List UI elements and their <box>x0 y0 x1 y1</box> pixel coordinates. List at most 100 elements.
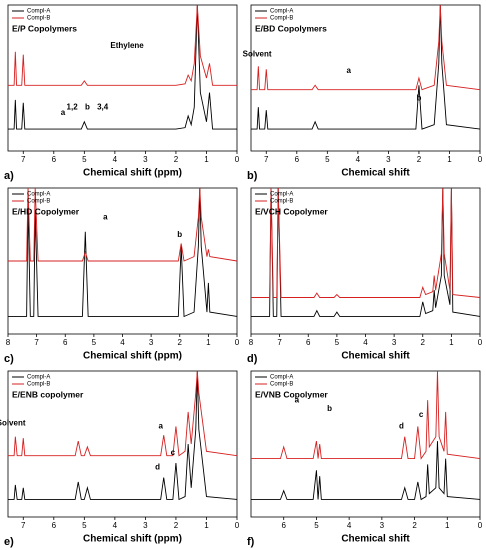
x-tick-label: 1 <box>445 521 450 530</box>
panel-title: E/VCH Copolymer <box>255 206 328 216</box>
annotation: a <box>61 108 66 117</box>
x-axis-label: Chemical shift (ppm) <box>83 351 182 362</box>
x-tick-label: 3 <box>386 155 391 164</box>
x-tick-label: 5 <box>92 338 97 347</box>
annotation: b <box>327 404 332 413</box>
x-tick-label: 8 <box>6 338 11 347</box>
legend-label: Compl-A <box>27 375 50 381</box>
panel: 8 7 6 5 4 3 2 1 0 Chemical shift d) Compl-ACompl-BE… <box>247 187 483 365</box>
x-tick-label: 3 <box>143 155 148 164</box>
legend-label: Compl-A <box>27 9 50 15</box>
annotation: Solvent <box>0 419 26 428</box>
x-tick-label: 5 <box>314 521 319 530</box>
annotation: a <box>346 66 351 75</box>
legend-label: Compl-B <box>27 382 50 388</box>
panel-label: c) <box>4 353 14 365</box>
annotation: b <box>416 94 421 103</box>
legend-label: Compl-B <box>27 199 50 205</box>
panel: 6 5 4 3 2 1 0 Chemical shift f) Compl-ACompl-BE/V… <box>247 370 483 548</box>
annotation: c <box>419 410 424 419</box>
legend-label: Compl-B <box>270 199 293 205</box>
x-tick-label: 3 <box>143 521 148 530</box>
x-axis-label: Chemical shift (ppm) <box>83 534 182 545</box>
x-tick-label: 4 <box>120 338 125 347</box>
annotation: d <box>155 462 160 471</box>
spectrum-line <box>8 370 238 457</box>
annotation: a <box>295 395 300 404</box>
x-axis-label: Chemical shift (ppm) <box>83 168 182 179</box>
spectrum-line <box>8 187 238 318</box>
x-tick-label: 2 <box>174 155 179 164</box>
panel-label: a) <box>4 170 14 182</box>
x-tick-label: 4 <box>356 155 361 164</box>
x-tick-label: 8 <box>249 338 254 347</box>
x-tick-label: 5 <box>82 155 87 164</box>
panel-label: e) <box>4 536 14 548</box>
annotation: a <box>158 422 163 431</box>
x-tick-label: 6 <box>52 155 57 164</box>
x-axis-label: Chemical shift <box>341 168 410 179</box>
x-tick-label: 4 <box>113 521 118 530</box>
legend-label: Compl-B <box>27 16 50 22</box>
x-tick-label: 2 <box>174 521 179 530</box>
x-tick-label: 0 <box>235 521 240 530</box>
x-tick-label: 1 <box>449 338 454 347</box>
legend-label: Compl-A <box>270 9 293 15</box>
panel-title: E/BD Copolymers <box>255 23 327 33</box>
x-tick-label: 5 <box>325 155 330 164</box>
x-tick-label: 5 <box>82 521 87 530</box>
spectrum-line <box>8 4 237 86</box>
plot-frame <box>250 4 481 152</box>
panel-title: E/HD Copolymer <box>12 206 80 216</box>
annotation: Ethylene <box>110 41 144 50</box>
annotation: Solvent <box>243 50 272 59</box>
x-tick-label: 7 <box>34 338 39 347</box>
panel-label: d) <box>247 353 258 365</box>
legend-label: Compl-B <box>270 16 293 22</box>
x-tick-label: 7 <box>21 155 26 164</box>
plot-frame <box>7 370 238 518</box>
x-tick-label: 1 <box>204 155 209 164</box>
annotation: b <box>177 230 182 239</box>
annotation: b <box>85 102 90 111</box>
x-tick-label: 4 <box>363 338 368 347</box>
x-tick-label: 7 <box>277 338 282 347</box>
panel-title: E/P Copolymers <box>12 23 77 33</box>
panel: 8 7 6 5 4 3 2 1 0 Chemical shift (ppm) c) Compl-ACo… <box>4 187 240 365</box>
x-tick-label: 6 <box>281 521 286 530</box>
spectrum-line <box>251 187 481 298</box>
panel-title: E/VNB Copolymer <box>255 389 328 399</box>
legend-label: Compl-A <box>270 192 293 198</box>
x-tick-label: 6 <box>306 338 311 347</box>
x-tick-label: 2 <box>421 338 426 347</box>
x-tick-label: 1 <box>447 155 452 164</box>
x-tick-label: 1 <box>206 338 211 347</box>
spectrum-line <box>8 4 237 130</box>
x-tick-label: 3 <box>149 338 154 347</box>
panel-label: b) <box>247 170 258 182</box>
legend-label: Compl-A <box>270 375 293 381</box>
x-tick-label: 0 <box>478 338 483 347</box>
spectrum-line <box>8 187 238 262</box>
legend-label: Compl-B <box>270 382 293 388</box>
spectrum-line <box>251 4 481 91</box>
x-tick-label: 1 <box>204 521 209 530</box>
x-tick-label: 6 <box>63 338 68 347</box>
panel: 7 6 5 4 3 2 1 0 Chemical shift (ppm) e) Compl-ACom… <box>0 370 240 548</box>
x-tick-label: 7 <box>21 521 26 530</box>
panel-title: E/ENB copolymer <box>12 389 84 399</box>
x-tick-label: 2 <box>178 338 183 347</box>
annotation: d <box>399 422 404 431</box>
x-tick-label: 0 <box>235 155 240 164</box>
panel-label: f) <box>247 536 255 548</box>
x-tick-label: 6 <box>52 521 57 530</box>
spectrum-line <box>251 370 481 460</box>
legend-label: Compl-A <box>27 192 50 198</box>
x-tick-label: 3 <box>380 521 385 530</box>
x-tick-label: 5 <box>335 338 340 347</box>
x-axis-label: Chemical shift <box>341 351 410 362</box>
plot-frame <box>7 4 238 152</box>
panel: 7 6 5 4 3 2 1 0 Chemical shift (ppm) a) Compl-ACom… <box>4 4 240 182</box>
plot-frame <box>250 370 481 518</box>
